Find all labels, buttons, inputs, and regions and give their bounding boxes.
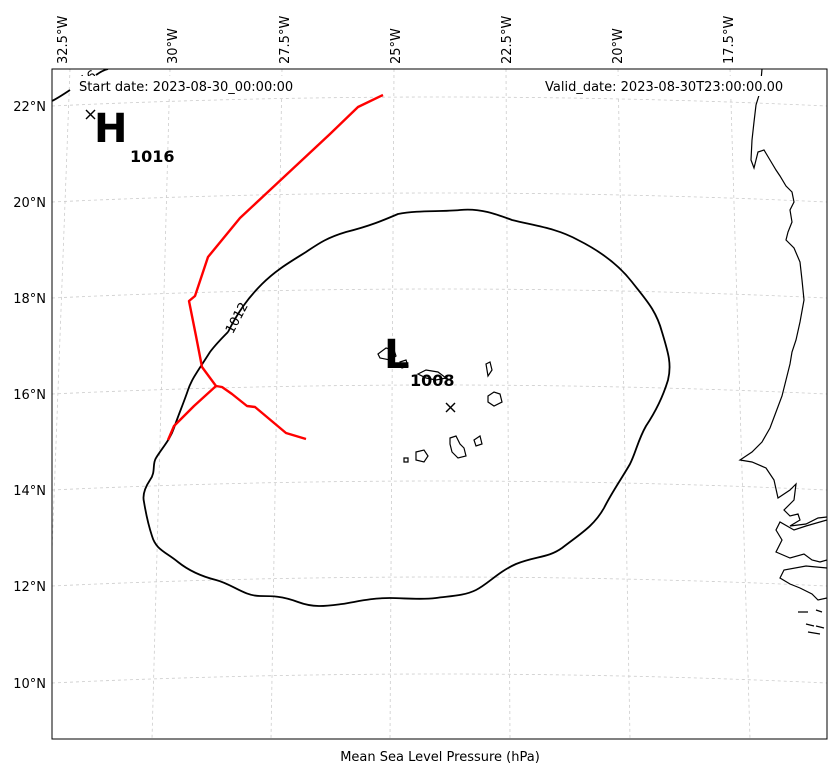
parallel-12n [52,576,827,587]
island-brava [403,457,409,463]
lon-tick-17-5w: 17.5°W [722,16,737,64]
plot-frame [51,68,828,740]
low-value: 1008 [410,371,455,390]
meridian-32-5w [52,69,71,563]
island-fogo [415,449,429,463]
x-axis-label: Mean Sea Level Pressure (hPa) [340,750,540,765]
storm-track [166,93,384,441]
lat-tick-16n: 16°N [13,388,46,403]
start-date-label: Start date: 2023-08-30_00:00:00 [79,80,293,95]
pressure-markers [85,109,456,413]
parallel-20n [52,192,827,203]
lat-tick-14n: 14°N [13,484,46,499]
meridian-25w [389,69,395,739]
high-value: 1016 [130,147,175,166]
low-letter: L [384,332,410,378]
parallel-14n [52,480,827,491]
lon-tick-27-5w: 27.5°W [278,16,293,64]
track-line-main [187,93,384,441]
high-center-marker [85,109,96,120]
high-letter: H [94,106,127,152]
track-line-branch [166,385,217,441]
valid-date-label: Valid_date: 2023-08-30T23:00:00.00 [545,80,783,95]
island-sao-vicente [399,359,409,369]
parallel-22n [52,96,827,107]
lon-tick-30w: 30°W [166,28,181,64]
low-center-marker [445,402,456,413]
lon-tick-25w: 25°W [389,28,404,64]
island-boa-vista [487,391,503,407]
lat-tick-10n: 10°N [13,677,46,692]
africa-coastline [738,69,827,527]
lon-tick-32-5w: 32.5°W [56,16,71,64]
lat-tick-labels: 22°N 20°N 18°N 16°N 14°N 12°N 10°N [13,100,46,692]
meridian-27-5w [270,69,283,739]
isobar-1016 [52,89,71,102]
coastlines [377,69,827,635]
lat-tick-12n: 12°N [13,580,46,595]
isobar-1016-segment [95,69,109,76]
lat-tick-18n: 18°N [13,292,46,307]
lon-tick-20w: 20°W [611,28,626,64]
meridian-22-5w [505,69,511,739]
lon-tick-22-5w: 22.5°W [500,16,515,64]
bissagos-islands [798,609,825,635]
island-sal [485,361,493,378]
island-maio [473,435,483,447]
isobar-1012 [142,208,671,607]
parallel-16n [52,384,827,395]
island-santiago [449,435,467,459]
meridian-20w [617,69,631,739]
lat-tick-22n: 22°N [13,100,46,115]
meridian-30w [151,69,171,739]
island-sao-nicolau [416,369,448,381]
parallel-10n [52,673,827,684]
africa-coastline-guinea [779,565,827,601]
parallel-18n [52,288,827,299]
gridlines [52,69,827,739]
lon-tick-labels: 32.5°W 30°W 27.5°W 25°W 22.5°W 20°W 17.5… [56,16,737,64]
africa-coastline-south [775,519,827,563]
lat-tick-20n: 20°N [13,196,46,211]
meridian-17-5w [729,69,751,739]
island-santo-antao [377,347,397,361]
